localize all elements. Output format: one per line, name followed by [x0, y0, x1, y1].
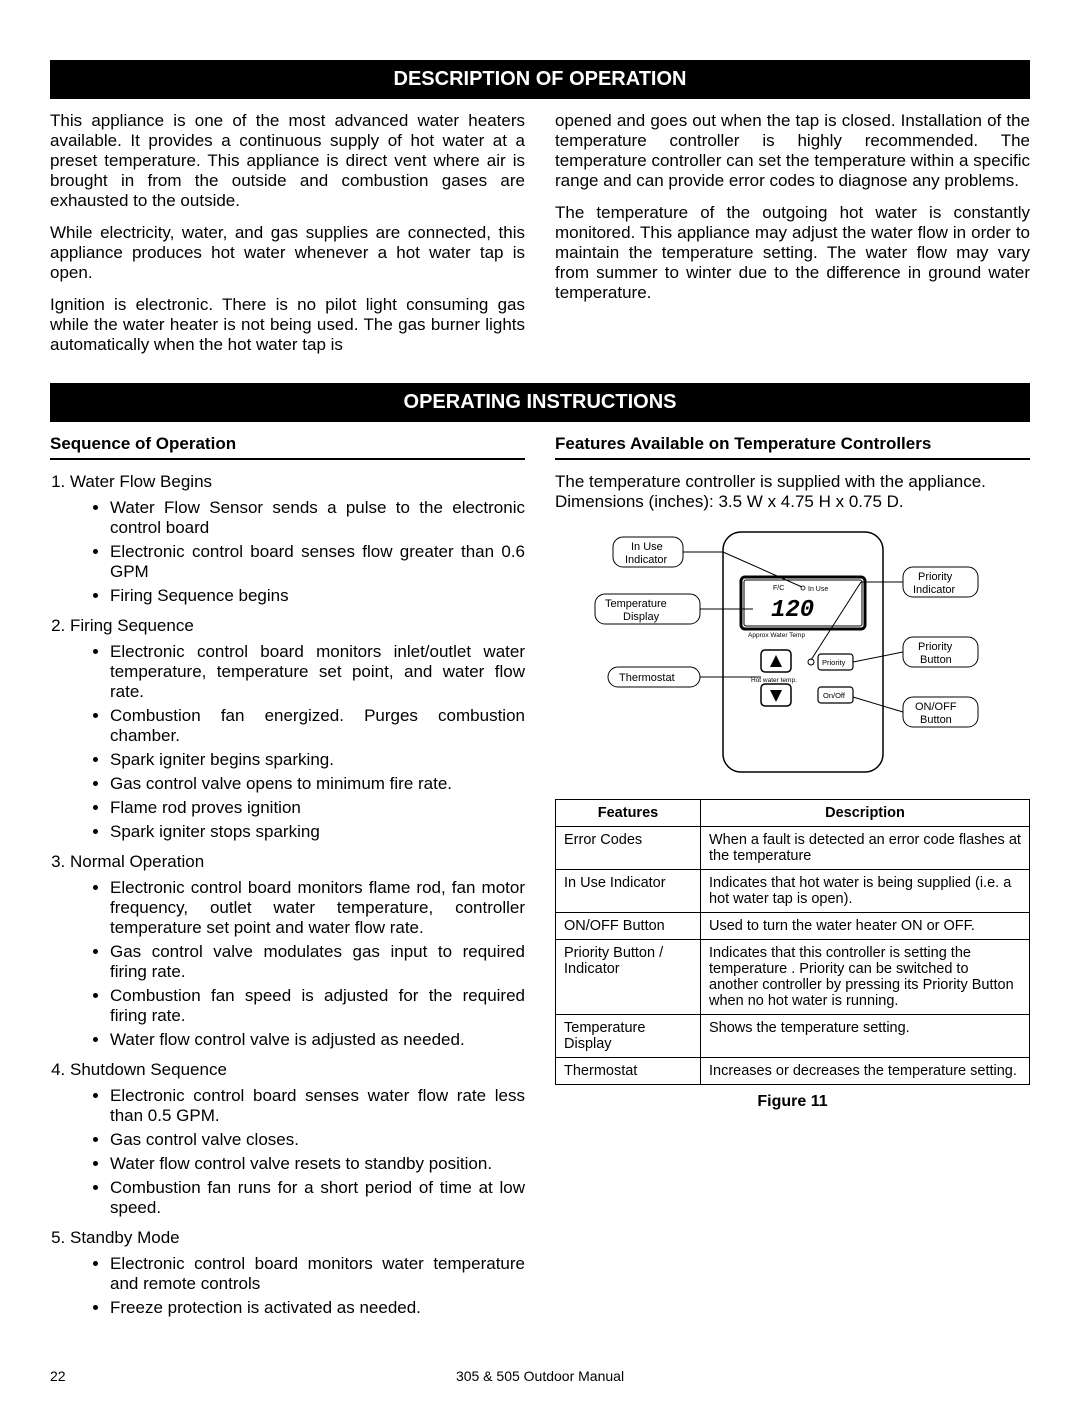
sequence-bullet: Electronic control board senses water fl…	[110, 1086, 525, 1126]
label-prioritybtn: Priority	[918, 641, 953, 653]
intro-left: This appliance is one of the most advanc…	[50, 111, 525, 367]
sequence-bullet: Firing Sequence begins	[110, 586, 525, 606]
svg-text:Indicator: Indicator	[625, 554, 668, 566]
label-thermostat: Thermostat	[619, 672, 675, 684]
svg-text:Indicator: Indicator	[913, 584, 956, 596]
sequence-list: Water Flow Begins Water Flow Sensor sends…	[50, 472, 525, 1318]
lcd-hotwater: Hot water temp.	[751, 677, 797, 684]
table-row: Temperature DisplayShows the temperature…	[556, 1015, 1030, 1058]
intro-columns: This appliance is one of the most advanc…	[50, 111, 1030, 367]
sequence-bullet: Combustion fan energized. Purges combust…	[110, 706, 525, 746]
feature-name-cell: In Use Indicator	[556, 870, 701, 913]
intro-p: While electricity, water, and gas suppli…	[50, 223, 525, 283]
lcd-fc: F/C	[773, 585, 784, 592]
table-row: ON/OFF ButtonUsed to turn the water heat…	[556, 913, 1030, 940]
sequence-item: Standby Mode Electronic control board mon…	[70, 1228, 525, 1318]
label-onoffbtn: ON/OFF	[915, 701, 957, 713]
section-header-operating: OPERATING INSTRUCTIONS	[50, 383, 1030, 422]
sequence-bullet: Flame rod proves ignition	[110, 798, 525, 818]
sequence-item-title: Standby Mode	[70, 1228, 180, 1247]
figure-caption: Figure 11	[555, 1093, 1030, 1111]
table-header-features: Features	[556, 800, 701, 827]
sequence-item-title: Water Flow Begins	[70, 472, 212, 491]
feature-name-cell: Thermostat	[556, 1058, 701, 1085]
sequence-item: Normal Operation Electronic control board…	[70, 852, 525, 1050]
svg-text:Display: Display	[623, 611, 660, 623]
label-inuse: In Use	[631, 541, 663, 553]
sequence-bullet: Spark igniter stops sparking	[110, 822, 525, 842]
table-header-description: Description	[701, 800, 1030, 827]
sequence-bullet: Combustion fan speed is adjusted for the…	[110, 986, 525, 1026]
sequence-item-title: Firing Sequence	[70, 616, 194, 635]
sequence-item: Firing Sequence Electronic control board …	[70, 616, 525, 842]
feature-desc-cell: Shows the temperature setting.	[701, 1015, 1030, 1058]
feature-desc-cell: Used to turn the water heater ON or OFF.	[701, 913, 1030, 940]
sequence-bullets: Electronic control board monitors flame …	[70, 878, 525, 1050]
feature-name-cell: Priority Button / Indicator	[556, 940, 701, 1015]
sequence-bullets: Electronic control board monitors inlet/…	[70, 642, 525, 842]
sequence-bullet: Water Flow Sensor sends a pulse to the e…	[110, 498, 525, 538]
sequence-item: Water Flow Begins Water Flow Sensor sends…	[70, 472, 525, 606]
sequence-bullet: Electronic control board senses flow gre…	[110, 542, 525, 582]
lcd-approx: Approx Water Temp	[748, 632, 805, 639]
intro-right: opened and goes out when the tap is clos…	[555, 111, 1030, 367]
sequence-heading: Sequence of Operation	[50, 434, 525, 460]
lcd-onoff: On/Off	[823, 691, 846, 700]
feature-desc-cell: When a fault is detected an error code f…	[701, 827, 1030, 870]
sequence-item-title: Shutdown Sequence	[70, 1060, 227, 1079]
page-footer: 22 305 & 505 Outdoor Manual	[50, 1368, 1030, 1384]
sequence-item: Shutdown Sequence Electronic control boar…	[70, 1060, 525, 1218]
sequence-bullet: Gas control valve closes.	[110, 1130, 525, 1150]
table-row: Error CodesWhen a fault is detected an e…	[556, 827, 1030, 870]
page-number: 22	[50, 1368, 66, 1384]
sequence-column: Sequence of Operation Water Flow BeginsW…	[50, 434, 525, 1328]
svg-text:Button: Button	[920, 654, 952, 666]
intro-p: This appliance is one of the most advanc…	[50, 111, 525, 211]
dimensions-text: The temperature controller is supplied w…	[555, 472, 1030, 512]
sequence-bullet: Water flow control valve is adjusted as …	[110, 1030, 525, 1050]
feature-desc-cell: Indicates that this controller is settin…	[701, 940, 1030, 1015]
sequence-bullets: Electronic control board monitors water …	[70, 1254, 525, 1318]
table-row: In Use IndicatorIndicates that hot water…	[556, 870, 1030, 913]
sequence-bullet: Electronic control board monitors water …	[110, 1254, 525, 1294]
intro-p: Ignition is electronic. There is no pilo…	[50, 295, 525, 355]
svg-text:Button: Button	[920, 714, 952, 726]
lcd-value: 120	[771, 597, 814, 624]
controller-diagram: F/C In Use 120 Approx Water Temp Hot wat…	[555, 522, 1030, 787]
feature-desc-cell: Indicates that hot water is being suppli…	[701, 870, 1030, 913]
features-table: Features Description Error CodesWhen a f…	[555, 799, 1030, 1085]
feature-name-cell: Temperature Display	[556, 1015, 701, 1058]
table-row: ThermostatIncreases or decreases the tem…	[556, 1058, 1030, 1085]
sequence-bullet: Water flow control valve resets to stand…	[110, 1154, 525, 1174]
sequence-bullets: Electronic control board senses water fl…	[70, 1086, 525, 1218]
sequence-bullet: Gas control valve opens to minimum fire …	[110, 774, 525, 794]
label-priorityind: Priority	[918, 571, 953, 583]
intro-p: opened and goes out when the tap is clos…	[555, 111, 1030, 191]
feature-name-cell: Error Codes	[556, 827, 701, 870]
sequence-bullet: Spark igniter begins sparking.	[110, 750, 525, 770]
feature-desc-cell: Increases or decreases the temperature s…	[701, 1058, 1030, 1085]
features-column: Features Available on Temperature Contro…	[555, 434, 1030, 1328]
lcd-priority: Priority	[822, 658, 846, 667]
sequence-item-title: Normal Operation	[70, 852, 204, 871]
section-header-description: DESCRIPTION OF OPERATION	[50, 60, 1030, 99]
label-tempdisplay: Temperature	[605, 598, 667, 610]
sequence-bullet: Electronic control board monitors flame …	[110, 878, 525, 938]
sequence-bullets: Water Flow Sensor sends a pulse to the e…	[70, 498, 525, 606]
table-row: Priority Button / IndicatorIndicates tha…	[556, 940, 1030, 1015]
sequence-bullet: Gas control valve modulates gas input to…	[110, 942, 525, 982]
feature-name-cell: ON/OFF Button	[556, 913, 701, 940]
lcd-inuse: In Use	[808, 586, 828, 593]
manual-title: 305 & 505 Outdoor Manual	[456, 1368, 624, 1384]
sequence-bullet: Freeze protection is activated as needed…	[110, 1298, 525, 1318]
sequence-bullet: Combustion fan runs for a short period o…	[110, 1178, 525, 1218]
sequence-bullet: Electronic control board monitors inlet/…	[110, 642, 525, 702]
features-heading: Features Available on Temperature Contro…	[555, 434, 1030, 460]
intro-p: The temperature of the outgoing hot wate…	[555, 203, 1030, 303]
operating-columns: Sequence of Operation Water Flow BeginsW…	[50, 434, 1030, 1328]
controller-svg: F/C In Use 120 Approx Water Temp Hot wat…	[593, 522, 993, 782]
